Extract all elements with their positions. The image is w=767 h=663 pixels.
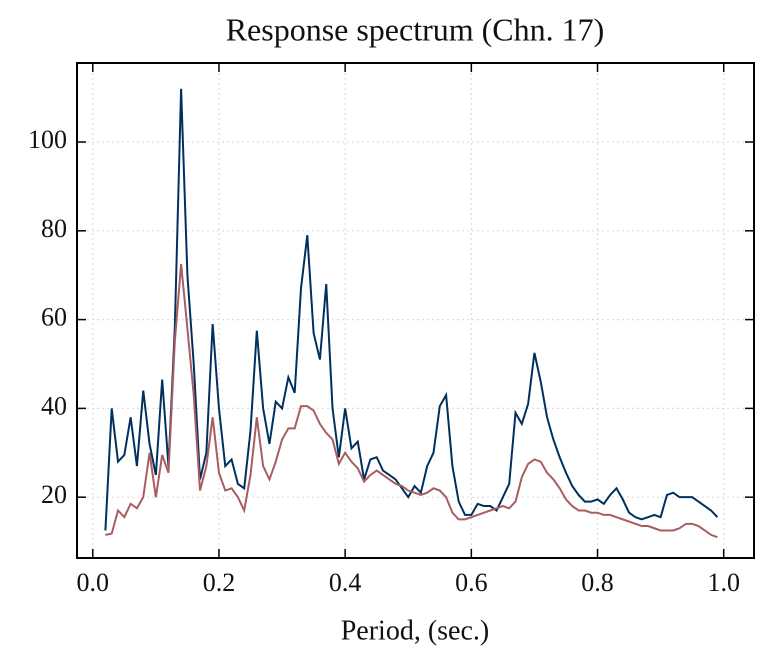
- y-tick-label: 20: [41, 480, 67, 509]
- data-line: [104, 88, 719, 531]
- y-tick-label: 80: [41, 214, 67, 243]
- chart-title: Response spectrum (Chn. 17): [226, 11, 605, 47]
- y-tick-label: 100: [28, 125, 67, 154]
- x-tick-label: 0.0: [77, 568, 110, 597]
- x-tick-label: 0.2: [203, 568, 236, 597]
- x-tick-label: 0.8: [581, 568, 614, 597]
- x-tick-label: 0.6: [455, 568, 488, 597]
- y-tick-label: 60: [41, 303, 67, 332]
- x-axis-label: Period, (sec.): [341, 615, 490, 646]
- y-tick-label: 40: [41, 391, 67, 420]
- data-line: [105, 264, 718, 539]
- x-tick-label: 0.4: [329, 568, 362, 597]
- plot-frame: [76, 62, 755, 559]
- x-tick-label: 1.0: [707, 568, 740, 597]
